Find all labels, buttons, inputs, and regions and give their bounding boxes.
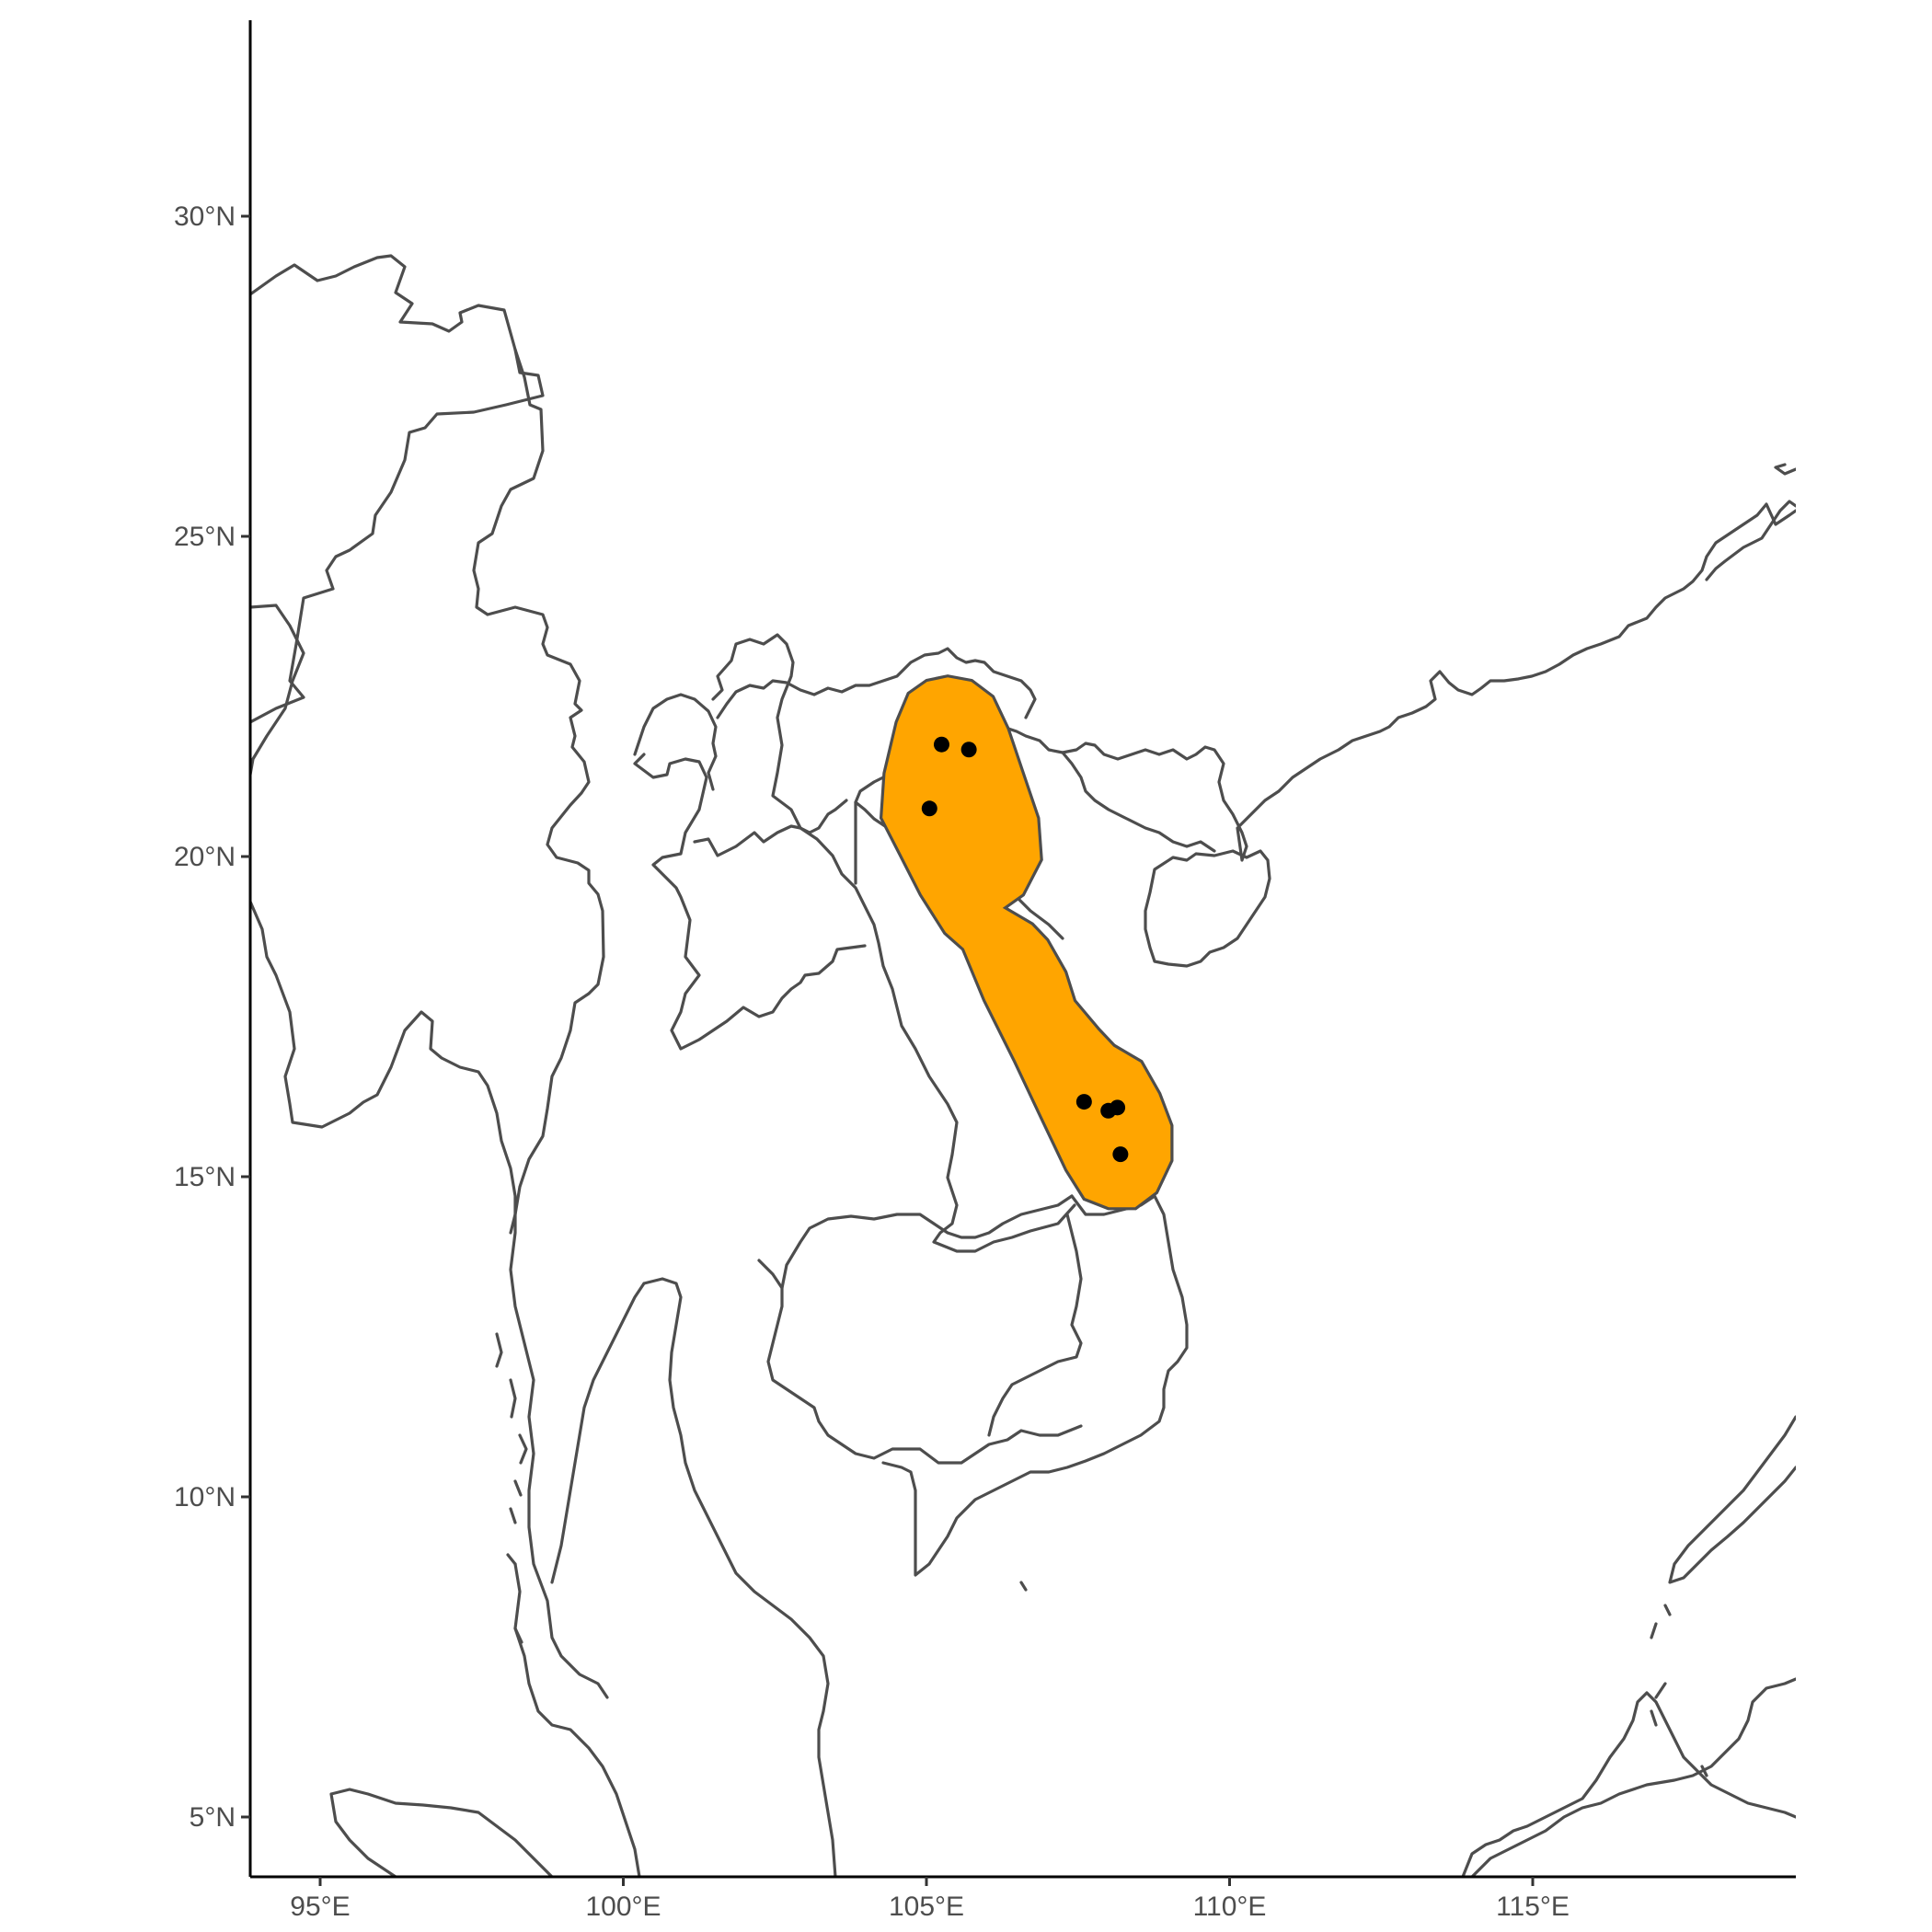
china-south-coast <box>1061 502 1796 862</box>
hainan-island <box>1144 849 1271 968</box>
malay-peninsula-east <box>642 1277 837 1877</box>
myanmar-east-border <box>472 348 605 1235</box>
vietnam-coast <box>881 1194 1189 1577</box>
species-range-polygon <box>879 674 1174 1211</box>
y-tick-label: 5°N <box>190 1802 236 1833</box>
x-tick-label: 115°E <box>1496 1892 1570 1922</box>
gulf-thailand-coast <box>550 1282 646 1584</box>
x-tick-label: 110°E <box>1193 1892 1267 1922</box>
occurrence-point <box>1112 1146 1129 1163</box>
cambodia-thailand-border <box>757 1259 1083 1465</box>
occurrence-point <box>1075 1094 1092 1110</box>
laos-east-border <box>711 633 1076 1253</box>
cambodia-north-border <box>780 1194 1074 1290</box>
myanmar-west-coast <box>250 604 609 1699</box>
occurrence-point <box>933 736 949 753</box>
y-tick-label: 10°N <box>174 1482 236 1512</box>
y-tick-label: 15°N <box>174 1162 236 1192</box>
x-tick-label: 95°E <box>290 1892 350 1922</box>
occurrence-point <box>921 800 937 817</box>
china-east-coast <box>1705 463 1796 581</box>
borneo-coast <box>1470 1677 1796 1877</box>
malay-peninsula-west <box>513 1562 641 1877</box>
y-tick-label: 30°N <box>174 201 236 232</box>
occurrence-point <box>1110 1099 1126 1116</box>
x-tick-label: 105°E <box>889 1892 964 1922</box>
occurrence-points-layer <box>921 736 1129 1163</box>
occurrence-point <box>960 742 977 758</box>
cambodia-east-border <box>987 1213 1083 1437</box>
china-north-border <box>716 647 1037 719</box>
x-axis-ticks: 95°E 100°E 105°E 110°E 115°E <box>290 1877 1570 1922</box>
y-tick-label: 25°N <box>174 522 236 552</box>
andaman-islands <box>495 1332 528 1644</box>
small-islands <box>1019 1581 1708 1777</box>
laos-north-border <box>633 753 867 1051</box>
myanmar-border-outline <box>250 254 545 724</box>
x-tick-label: 100°E <box>585 1892 661 1922</box>
borneo-north <box>1461 1691 1796 1877</box>
palawan-island <box>1668 1415 1796 1584</box>
sumatra <box>329 1788 554 1877</box>
y-axis-ticks: 5°N 10°N 15°N 20°N 25°N 30°N <box>174 201 250 1833</box>
laos-inner-border <box>633 693 848 857</box>
y-tick-label: 20°N <box>174 842 236 872</box>
